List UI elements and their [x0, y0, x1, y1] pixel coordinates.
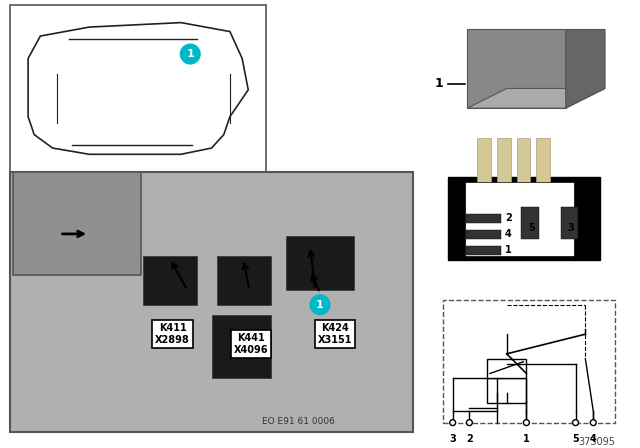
Text: 2: 2	[466, 435, 473, 444]
Bar	[467, 214, 501, 223]
Circle shape	[590, 420, 596, 426]
Bar	[10, 5, 266, 172]
Circle shape	[467, 420, 472, 426]
Bar	[467, 230, 501, 239]
Bar	[561, 207, 579, 239]
Text: 1: 1	[186, 49, 194, 59]
Circle shape	[450, 420, 456, 426]
Circle shape	[310, 295, 330, 314]
Bar	[143, 255, 197, 305]
Polygon shape	[467, 88, 605, 108]
Polygon shape	[582, 228, 599, 240]
Text: 1: 1	[523, 435, 530, 444]
Text: EO E91 61 0006: EO E91 61 0006	[262, 417, 335, 426]
Text: K411
X2898: K411 X2898	[155, 323, 190, 345]
Text: K441
X4096: K441 X4096	[234, 333, 268, 355]
Bar	[467, 30, 566, 108]
Bar	[212, 314, 271, 379]
Bar	[285, 236, 355, 290]
Text: 3: 3	[567, 223, 574, 233]
Bar	[487, 379, 526, 403]
Circle shape	[180, 44, 200, 64]
Text: 2: 2	[505, 213, 511, 223]
Text: 1: 1	[505, 245, 511, 254]
Bar	[443, 300, 615, 422]
Bar	[497, 138, 511, 192]
Text: 4: 4	[590, 435, 596, 444]
Polygon shape	[448, 239, 465, 250]
Text: 5: 5	[528, 223, 534, 233]
Text: 373095: 373095	[578, 437, 615, 448]
Bar	[487, 359, 526, 379]
Circle shape	[524, 420, 529, 426]
Text: 1: 1	[316, 300, 324, 310]
Text: 4: 4	[505, 229, 511, 239]
Bar	[448, 177, 600, 260]
Bar	[217, 255, 271, 305]
Bar	[536, 138, 550, 192]
Bar	[10, 172, 413, 432]
Text: 1: 1	[434, 77, 443, 90]
Bar	[516, 138, 531, 192]
Text: 5: 5	[572, 435, 579, 444]
Polygon shape	[566, 30, 605, 108]
Bar	[522, 207, 539, 239]
Bar	[467, 246, 501, 254]
Bar	[465, 182, 573, 255]
Bar	[477, 138, 491, 192]
Text: K424
X3151: K424 X3151	[317, 323, 352, 345]
Text: 3: 3	[449, 435, 456, 444]
Polygon shape	[448, 216, 465, 228]
Bar	[13, 172, 141, 275]
Circle shape	[573, 420, 579, 426]
